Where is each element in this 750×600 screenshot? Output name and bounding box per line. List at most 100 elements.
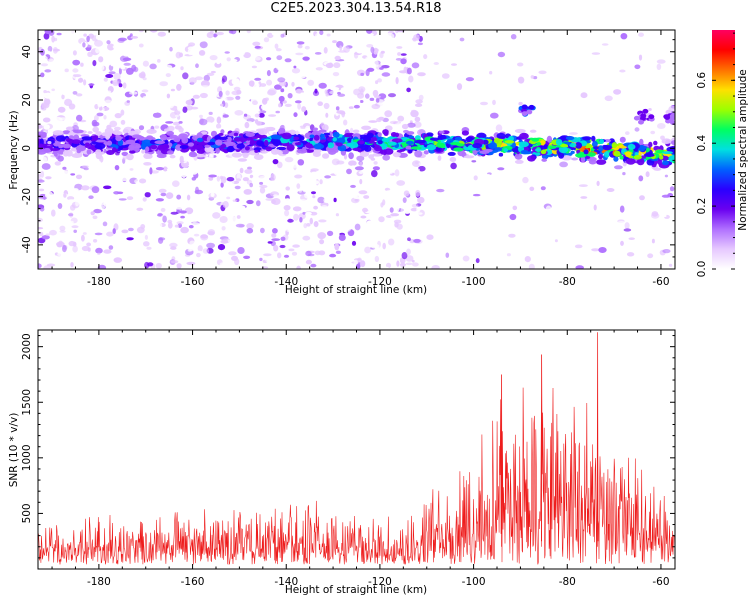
spectrogram-noise-cell	[195, 186, 199, 194]
spectrogram-noise-cell	[650, 130, 656, 135]
spectrogram-noise-cell	[251, 92, 256, 100]
spectrogram-noise-cell	[149, 233, 154, 241]
spectrogram-noise-cell	[356, 47, 364, 54]
spectrogram-noise-cell	[377, 78, 382, 83]
spectrogram-noise-cell	[554, 239, 558, 243]
spectrogram-noise-cell	[69, 117, 77, 121]
spectrogram-noise-cell	[258, 113, 265, 118]
spectrogram-ridge-cell	[626, 158, 636, 165]
spectrogram-ridge-cell	[328, 131, 333, 138]
spectrogram-noise-cell	[638, 32, 644, 37]
spectrogram-noise-cell	[234, 258, 240, 266]
spectrogram-noise-cell	[179, 210, 187, 214]
spectrogram-noise-cell	[40, 72, 45, 78]
spectrogram-noise-cell	[104, 33, 113, 38]
spectrogram-noise-cell	[397, 240, 406, 246]
spectrogram-noise-cell	[302, 235, 311, 241]
spectrogram-noise-cell	[200, 174, 208, 180]
spectrogram-noise-cell	[83, 79, 87, 86]
spectrogram-ridge-cell	[42, 148, 52, 153]
spectrogram-noise-cell	[307, 79, 315, 86]
spectrogram-noise-cell	[236, 264, 242, 269]
spectrogram-noise-cell	[315, 70, 322, 74]
spectrogram-noise-cell	[162, 256, 169, 262]
spectrogram-noise-cell	[366, 32, 374, 37]
spectrogram-noise-cell	[298, 189, 302, 193]
spectrogram-noise-cell	[187, 248, 192, 252]
colorbar: 0.0 0.2 0.4 0.6 Normalized spectral amplitu…	[696, 30, 749, 277]
spectrogram-noise-cell	[395, 58, 403, 61]
spectrogram-ridge-cell	[89, 135, 98, 142]
spectrogram-noise-cell	[82, 42, 86, 48]
spectrogram-ridge-cell	[627, 143, 636, 150]
spectrogram-noise-cell	[172, 180, 180, 187]
spectrogram-noise-cell	[280, 236, 286, 241]
spectrogram-noise-cell	[180, 215, 185, 219]
spectrogram-noise-cell	[92, 60, 97, 67]
spectrogram-noise-cell	[239, 167, 244, 174]
spectrogram-noise-cell	[130, 36, 139, 39]
spectrogram-noise-cell	[456, 185, 463, 192]
spectrogram-noise-cell	[170, 246, 177, 250]
spectrogram-noise-cell	[337, 169, 342, 173]
spectrogram-noise-cell	[668, 30, 674, 37]
spectrogram-noise-cell	[285, 109, 294, 117]
spectrogram-noise-cell	[199, 92, 208, 99]
spectrogram-noise-cell	[327, 236, 337, 242]
spectrogram-feature-cell	[669, 113, 675, 119]
spectrogram-noise-cell	[445, 252, 450, 258]
spectrogram-noise-cell	[252, 100, 258, 105]
spectrogram-noise-cell	[327, 107, 334, 113]
spectrogram-noise-cell	[179, 155, 184, 163]
spectrogram-noise-cell	[38, 227, 44, 230]
spectrogram-noise-cell	[412, 37, 417, 42]
spectrogram-noise-cell	[388, 238, 395, 246]
spectrogram-noise-cell	[371, 107, 376, 115]
spectrogram-noise-cell	[196, 252, 201, 258]
spectrogram-ridge-cell	[195, 153, 206, 158]
spectrogram-noise-cell	[462, 255, 470, 262]
spectrogram-noise-cell	[59, 225, 66, 231]
spectrogram-ridge-cell	[76, 148, 82, 154]
spectrogram-noise-cell	[58, 61, 67, 65]
spectrogram-ridge-cell	[440, 143, 446, 149]
spectrogram-feature-cell	[642, 108, 649, 114]
spectrogram-noise-cell	[62, 166, 67, 170]
spectrogram-ridge-cell	[58, 144, 70, 148]
spectrogram-noise-cell	[51, 248, 58, 254]
spectrogram-noise-cell	[96, 180, 104, 185]
spectrogram-noise-cell	[236, 69, 244, 73]
spectrogram-noise-cell	[374, 60, 379, 68]
spectrogram-noise-cell	[276, 55, 283, 61]
spectrogram-ridge-cell	[276, 146, 287, 151]
spectrogram-noise-cell	[80, 223, 85, 231]
spectrogram-ridge-cell	[668, 155, 675, 163]
spectrogram-ridge-cell	[241, 152, 250, 157]
spectrogram-noise-cell	[186, 261, 196, 266]
spectrogram-noise-cell	[174, 204, 184, 210]
spectrogram-noise-cell	[321, 205, 328, 208]
spectrogram-ridge-cell	[215, 147, 221, 154]
spectrogram-noise-cell	[126, 100, 130, 103]
spectrogram-noise-cell	[152, 112, 162, 118]
spectrogram-ridge-cell	[128, 144, 135, 151]
spectrogram-noise-cell	[569, 132, 578, 135]
spectrogram-noise-cell	[78, 232, 82, 236]
spectrogram-feature-cell	[648, 114, 655, 120]
spectrogram-noise-cell	[305, 125, 311, 131]
spectrogram-noise-cell	[97, 252, 101, 255]
spectrogram-noise-cell	[303, 44, 312, 51]
spectrogram-noise-cell	[382, 242, 387, 250]
spectrogram-noise-cell	[198, 50, 206, 56]
spectrogram-noise-cell	[97, 64, 105, 72]
spectrogram-noise-cell	[219, 41, 227, 50]
spectrogram-noise-cell	[58, 100, 65, 103]
spectrogram-ridge-cell	[611, 142, 618, 149]
spectrogram-noise-cell	[251, 177, 255, 181]
spectrogram-ridge-cell	[257, 128, 268, 136]
spectrogram-ridge-cell	[381, 137, 390, 143]
spectrogram-noise-cell	[306, 178, 313, 186]
spectrogram-ridge-cell	[391, 138, 403, 143]
spectrogram-ytick-label: -40	[21, 236, 33, 253]
spectrogram-ridge-cell	[406, 140, 414, 145]
